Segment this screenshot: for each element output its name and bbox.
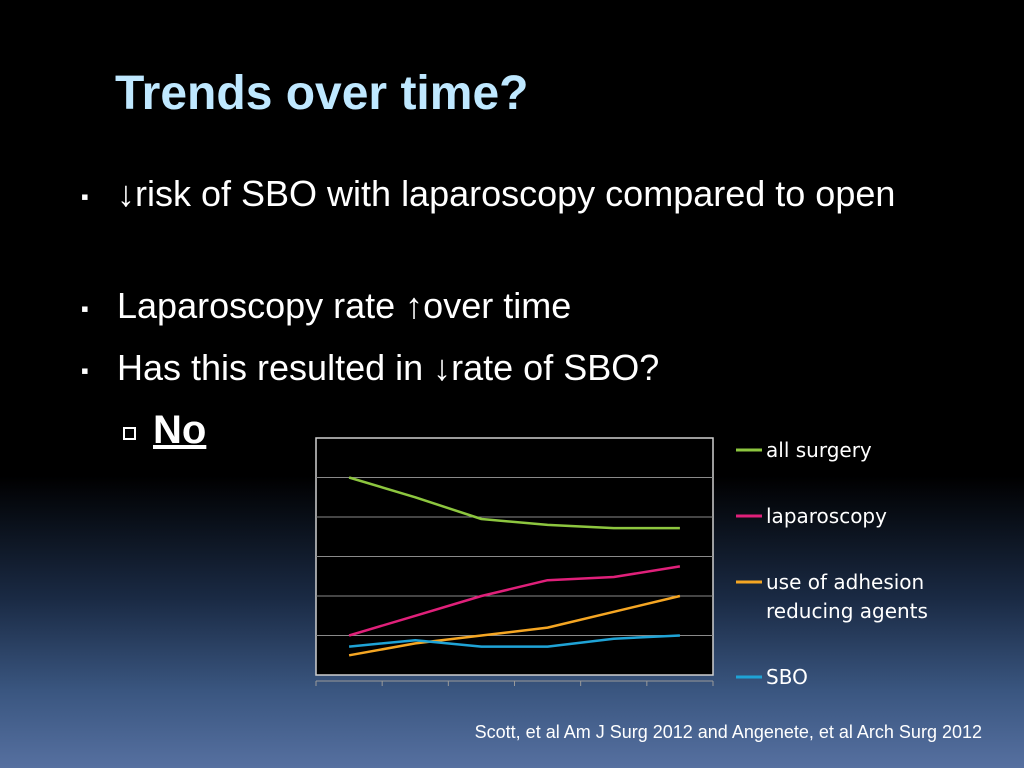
bullet-item: ▪ Laparoscopy rate ↑over time <box>81 282 907 330</box>
bullet-text: ↓risk of SBO with laparoscopy compared t… <box>117 173 896 214</box>
legend-label: SBO <box>766 665 808 689</box>
legend-label: laparoscopy <box>766 504 887 528</box>
plot-area <box>315 437 714 686</box>
square-bullet-icon: ▪ <box>81 358 89 383</box>
bullet-text: Has this resulted in ↓rate of SBO? <box>117 347 660 388</box>
series-line <box>348 476 680 530</box>
bullet-item: ▪ Has this resulted in ↓rate of SBO? <box>81 344 907 392</box>
chart-legend: all surgery laparoscopy use of adhesion red… <box>736 438 928 689</box>
slide-title: Trends over time? <box>115 67 529 120</box>
series-line <box>348 634 680 648</box>
square-bullet-icon: ▪ <box>81 296 89 321</box>
sub-bullet-answer: No <box>153 408 207 452</box>
hollow-square-bullet-icon <box>123 427 136 440</box>
citation: Scott, et al Am J Surg 2012 and Angenete… <box>474 722 982 742</box>
bullet-item: ▪ ↓risk of SBO with laparoscopy compared… <box>81 170 907 218</box>
legend-label: use of adhesion reducing agents <box>766 570 928 623</box>
bullet-text: Laparoscopy rate ↑over time <box>117 285 572 326</box>
legend-label: all surgery <box>766 438 872 462</box>
series-line <box>348 594 681 657</box>
series-line <box>348 565 681 637</box>
square-bullet-icon: ▪ <box>81 184 89 209</box>
